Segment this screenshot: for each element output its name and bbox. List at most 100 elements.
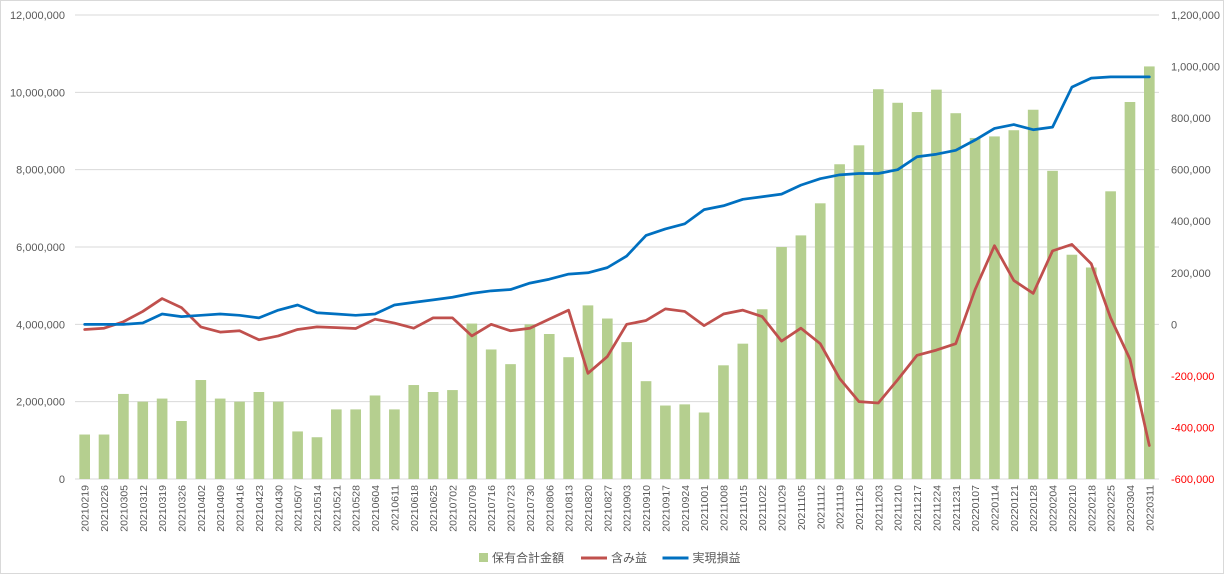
right-y-tick-label: 1,000,000 xyxy=(1171,62,1220,74)
series-line-実現損益 xyxy=(83,75,1151,326)
bar xyxy=(505,364,516,479)
right-y-tick-label: 200,000 xyxy=(1171,268,1211,280)
bar xyxy=(311,437,323,479)
x-tick-label: 20210219 xyxy=(80,485,92,532)
left-y-tick-label: 2,000,000 xyxy=(16,397,65,409)
bar xyxy=(795,235,807,479)
bar xyxy=(737,343,749,479)
bar xyxy=(950,113,962,480)
bar xyxy=(98,434,110,479)
legend-swatch xyxy=(479,553,488,562)
x-tick-label: 20210604 xyxy=(370,485,382,532)
x-tick-label: 20210903 xyxy=(622,485,634,532)
right-y-tick-label: -400,000 xyxy=(1171,422,1214,434)
x-axis: 20210219 20210226 20210305 20210312 20210319… xyxy=(80,485,1157,532)
x-tick-label: 20220225 xyxy=(1106,485,1118,532)
right-y-tick-label: -600,000 xyxy=(1171,474,1214,486)
right-y-tick-label: 400,000 xyxy=(1171,216,1211,228)
x-tick-label: 20210806 xyxy=(544,485,556,532)
bar xyxy=(698,412,710,479)
x-tick-label: 20210827 xyxy=(602,485,614,532)
x-tick-label: 20211015 xyxy=(738,485,750,531)
x-tick-label: 20210917 xyxy=(660,485,672,532)
bar xyxy=(776,247,787,479)
x-tick-label: 20220107 xyxy=(970,485,982,532)
right-y-tick-label: 0 xyxy=(1171,319,1177,331)
left-y-tick-label: 8,000,000 xyxy=(16,165,65,177)
bar xyxy=(369,395,381,479)
x-tick-label: 20220128 xyxy=(1028,485,1040,532)
legend: 保有合計金額 含み益 実現損益 xyxy=(479,550,741,565)
bar xyxy=(350,409,362,479)
bar xyxy=(79,434,91,479)
x-tick-label: 20210702 xyxy=(447,485,459,532)
bar xyxy=(892,102,904,480)
legend-label: 含み益 xyxy=(611,550,647,565)
x-tick-label: 20210416 xyxy=(235,485,247,532)
x-tick-label: 20210709 xyxy=(467,485,479,532)
x-tick-label: 20210618 xyxy=(409,485,421,532)
x-tick-label: 20211119 xyxy=(835,485,847,530)
bar xyxy=(214,398,226,479)
legend-label: 実現損益 xyxy=(693,550,741,565)
x-tick-label: 20210312 xyxy=(138,485,150,532)
x-tick-label: 20210319 xyxy=(157,485,169,532)
right-y-tick-label: -200,000 xyxy=(1171,371,1214,383)
bar xyxy=(1085,267,1097,479)
x-tick-label: 20210326 xyxy=(176,485,188,532)
bar xyxy=(853,145,865,479)
left-y-axis: 0 2,000,000 4,000,000 6,000,000 8,000,000 10,… xyxy=(10,10,65,486)
bar xyxy=(427,392,439,479)
bar xyxy=(621,342,633,479)
x-tick-label: 20211001 xyxy=(699,485,711,531)
bar xyxy=(195,380,207,479)
bar xyxy=(389,409,400,479)
left-y-tick-label: 10,000,000 xyxy=(10,87,65,99)
x-tick-label: 20210514 xyxy=(312,485,324,532)
bar xyxy=(1047,170,1058,479)
left-y-tick-label: 0 xyxy=(59,474,65,486)
x-tick-label: 20210305 xyxy=(118,485,130,532)
bar xyxy=(601,318,613,479)
bar xyxy=(640,381,652,479)
bar xyxy=(292,431,303,479)
x-tick-label: 20210910 xyxy=(641,485,653,532)
x-tick-label: 20211231 xyxy=(951,485,963,531)
bar xyxy=(485,349,497,479)
bar xyxy=(756,309,768,479)
x-tick-label: 20220210 xyxy=(1067,485,1079,532)
x-tick-label: 20211008 xyxy=(718,485,730,531)
bar xyxy=(234,401,245,479)
x-tick-label: 20220311 xyxy=(1144,485,1156,531)
x-tick-label: 20211210 xyxy=(893,485,905,531)
right-y-tick-label: 1,200,000 xyxy=(1171,10,1220,22)
x-tick-label: 20210924 xyxy=(680,485,692,532)
bar xyxy=(814,203,826,479)
bar xyxy=(1008,130,1020,479)
bar xyxy=(447,390,458,479)
right-y-tick-label: 800,000 xyxy=(1171,113,1211,125)
bar xyxy=(911,112,923,479)
x-tick-label: 20210611 xyxy=(389,485,401,531)
x-tick-label: 20211112 xyxy=(815,485,827,530)
bar xyxy=(582,305,594,479)
left-y-tick-label: 4,000,000 xyxy=(16,319,65,331)
bar xyxy=(253,392,265,479)
x-tick-label: 20210716 xyxy=(486,485,498,532)
bar xyxy=(1143,66,1155,479)
x-tick-label: 20220114 xyxy=(989,485,1001,531)
bar xyxy=(679,404,691,479)
bar xyxy=(156,398,168,479)
x-tick-label: 20210723 xyxy=(506,485,518,532)
bar xyxy=(137,401,149,479)
x-tick-label: 20210813 xyxy=(564,485,576,532)
bar xyxy=(834,164,845,479)
legend-label: 保有合計金額 xyxy=(492,550,564,565)
bar xyxy=(466,323,478,479)
bar xyxy=(408,385,420,479)
line-series xyxy=(83,75,1151,447)
x-tick-label: 20210730 xyxy=(525,485,537,532)
x-tick-label: 20210820 xyxy=(583,485,595,532)
x-tick-label: 20211022 xyxy=(757,485,769,531)
